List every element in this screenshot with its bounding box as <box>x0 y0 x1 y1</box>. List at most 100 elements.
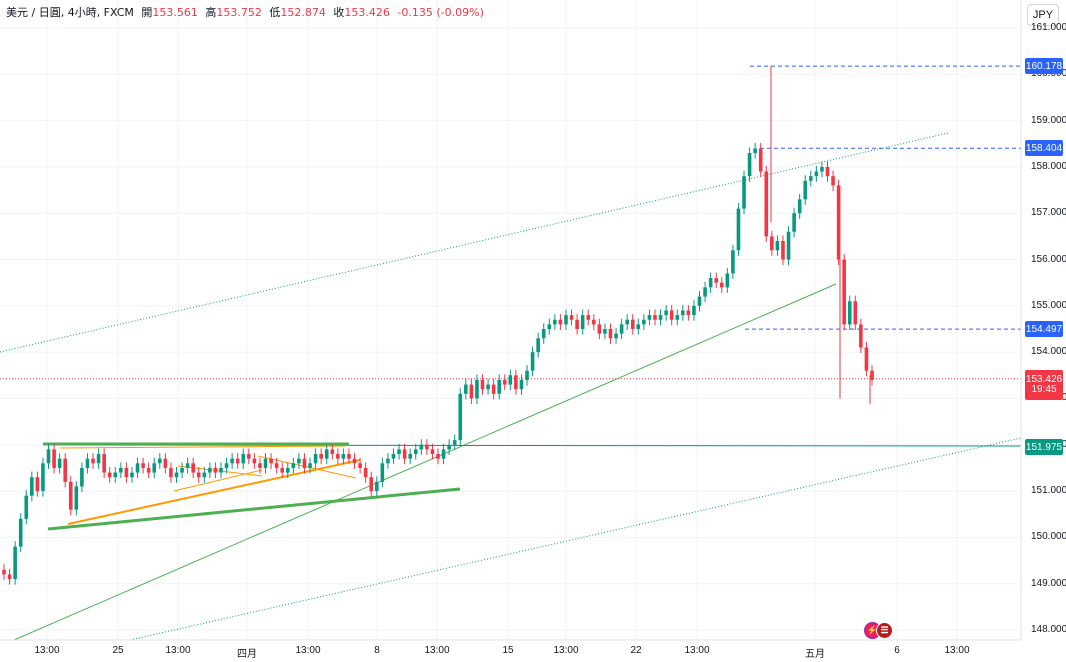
candle-body <box>280 467 285 473</box>
candle-body <box>703 287 707 297</box>
candle-body <box>247 454 251 459</box>
candle-body <box>808 176 813 181</box>
trend-line-main <box>13 283 837 641</box>
candle <box>452 434 457 451</box>
candle-body <box>152 463 157 473</box>
candle-body <box>619 324 624 334</box>
time-tick-label: 13:00 <box>684 645 710 656</box>
time-tick-label: 6 <box>894 645 900 656</box>
candle <box>169 462 173 483</box>
us-flag-icon[interactable]: ☰ <box>876 622 893 639</box>
candle <box>530 346 535 377</box>
candle <box>458 388 463 446</box>
candle <box>747 147 752 182</box>
open-label: 開 <box>141 6 153 19</box>
candle-body <box>297 458 301 464</box>
candle <box>247 448 251 465</box>
candle-body <box>397 449 401 455</box>
candle <box>853 295 858 330</box>
candle-body <box>107 472 112 478</box>
candle-body <box>30 477 34 496</box>
candle-body <box>870 370 874 380</box>
time-tick-label: 四月 <box>237 649 257 660</box>
candle <box>213 462 218 479</box>
candle-body <box>558 319 563 325</box>
candle <box>63 453 68 488</box>
candle-body <box>196 472 201 478</box>
candle <box>831 170 835 192</box>
candle <box>814 165 819 182</box>
candle <box>285 462 290 479</box>
candle <box>374 476 379 497</box>
candle-body <box>658 315 663 320</box>
candle <box>202 466 207 483</box>
candle-body <box>647 315 652 320</box>
candle-body <box>302 458 307 468</box>
candle-body <box>386 458 390 464</box>
close-label: 收 <box>333 6 345 19</box>
grid-lines <box>0 0 1021 640</box>
candle-body <box>313 454 318 464</box>
time-tick-label: 13:00 <box>165 645 191 656</box>
time-tick-label: 8 <box>374 645 380 656</box>
currency-button[interactable]: JPY <box>1027 4 1059 26</box>
candle <box>558 314 563 330</box>
candle <box>341 448 346 465</box>
candle-body <box>41 463 45 492</box>
candle <box>174 466 179 483</box>
orange-trend-line <box>67 459 361 525</box>
candle <box>464 379 468 400</box>
candle <box>614 328 618 344</box>
candle-body <box>274 463 279 468</box>
price-badge-151: 151.975 <box>1025 439 1063 455</box>
candle <box>547 318 552 335</box>
candle <box>519 374 524 395</box>
candle-body <box>419 444 424 450</box>
candle <box>352 453 357 469</box>
candle-body <box>725 273 730 288</box>
candle-body <box>664 310 668 316</box>
candle <box>692 300 696 321</box>
candle <box>35 471 40 497</box>
candle-body <box>319 454 323 459</box>
horizontal-levels <box>0 65 1021 380</box>
candle-body <box>836 185 841 260</box>
symbol-name[interactable]: 美元 / 日圓, 4小時, FXCM <box>6 6 134 19</box>
candle <box>775 235 780 256</box>
candle-body <box>831 176 835 186</box>
candle-body <box>564 315 568 325</box>
candle <box>230 453 234 469</box>
candle <box>569 309 574 326</box>
economic-events[interactable]: ⚡ ☰ <box>864 622 898 639</box>
candle <box>330 443 335 460</box>
candle-body <box>591 319 596 325</box>
price-tick-label: 157.000 <box>1031 207 1066 219</box>
candle-body <box>681 310 685 316</box>
candle-body <box>130 472 134 478</box>
candle <box>80 462 84 493</box>
candle-body <box>324 449 329 459</box>
candle <box>130 466 134 483</box>
candle-body <box>580 315 585 329</box>
candle <box>163 453 168 474</box>
candle <box>135 457 140 479</box>
candle-body <box>341 454 346 459</box>
candle <box>436 448 440 465</box>
candle <box>525 365 529 386</box>
price-badge-160: 160.178 <box>1025 58 1063 74</box>
candle-body <box>24 495 29 519</box>
candle-body <box>536 338 540 353</box>
candle-body <box>825 166 830 177</box>
price-tick-label: 158.000 <box>1031 160 1066 172</box>
candle <box>497 374 502 400</box>
candle <box>786 226 791 266</box>
candle <box>107 466 112 483</box>
close-value: 153.426 <box>344 6 390 19</box>
high-label: 高 <box>205 6 217 19</box>
candle-body <box>714 278 719 283</box>
candle-body <box>113 472 118 478</box>
low-value: 152.874 <box>280 6 326 19</box>
candle <box>553 314 557 330</box>
